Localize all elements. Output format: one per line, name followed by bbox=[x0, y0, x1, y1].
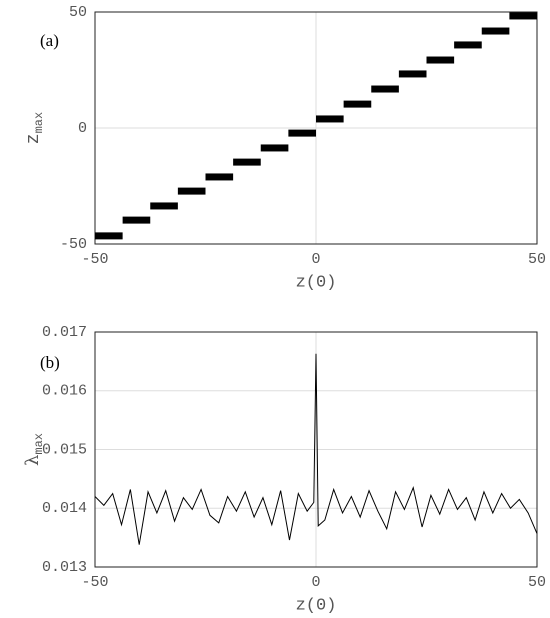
step-segment bbox=[288, 129, 316, 137]
step-segment bbox=[426, 56, 455, 64]
panel: 0.013 0.014 0.015 0.016 0.017 -50 0 50 z(0) λmax (… bbox=[22, 324, 546, 616]
step-segment bbox=[316, 115, 344, 123]
step-segment bbox=[509, 12, 537, 20]
y-tick-label: 50 bbox=[69, 4, 87, 21]
x-tick-label: 50 bbox=[528, 251, 546, 268]
y-tick-label: -50 bbox=[60, 236, 87, 253]
x-tick-label: -50 bbox=[81, 251, 108, 268]
panel: -50 0 50 -50 0 50 z(0) zmax (a) bbox=[24, 4, 546, 293]
step-segment bbox=[343, 100, 372, 108]
step-segment bbox=[260, 144, 289, 152]
step-segment bbox=[233, 158, 261, 166]
step-segment bbox=[371, 85, 399, 93]
x-tick-label: -50 bbox=[81, 574, 108, 591]
x-tick-label: 0 bbox=[311, 251, 320, 268]
y-tick-label: 0.014 bbox=[42, 500, 87, 517]
panel-annotation: (b) bbox=[40, 353, 60, 372]
step-segment bbox=[454, 41, 482, 49]
y-tick-label: 0.013 bbox=[42, 559, 87, 576]
y-axis-label: λmax bbox=[22, 433, 46, 466]
y-tick-label: 0.017 bbox=[42, 324, 87, 341]
plot-frame bbox=[94, 331, 538, 568]
x-axis-label: z(0) bbox=[296, 596, 337, 615]
x-tick-label: 50 bbox=[528, 574, 546, 591]
x-axis-label: z(0) bbox=[296, 273, 337, 292]
data-line bbox=[94, 353, 538, 545]
y-axis-label-main: λ bbox=[22, 455, 43, 466]
step-segment bbox=[95, 232, 123, 240]
step-segment bbox=[481, 27, 510, 35]
plot-frame bbox=[94, 11, 538, 245]
step-segment bbox=[122, 216, 151, 224]
y-axis-label: zmax bbox=[24, 112, 46, 144]
y-tick-label: 0.016 bbox=[42, 383, 87, 400]
y-axis-label-sub: max bbox=[32, 433, 46, 455]
y-tick-label: 0 bbox=[78, 120, 87, 137]
y-axis-label-sub: max bbox=[32, 112, 46, 134]
x-tick-label: 0 bbox=[311, 574, 320, 591]
y-tick-label: 0.015 bbox=[42, 441, 87, 458]
step-segment bbox=[177, 187, 206, 195]
step-segment bbox=[205, 173, 234, 181]
panel-annotation: (a) bbox=[40, 31, 59, 50]
y-axis-label-main: z bbox=[24, 133, 44, 144]
step-segment bbox=[150, 202, 178, 210]
step-segment bbox=[398, 70, 427, 78]
